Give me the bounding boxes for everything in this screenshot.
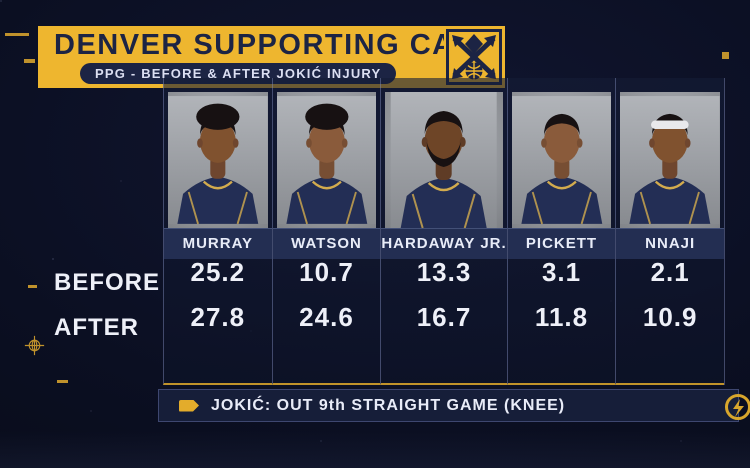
brand-circle-icon: [722, 390, 750, 424]
before-value: 2.1: [650, 257, 690, 287]
row-label-after: AFTER: [54, 314, 139, 341]
dash-mark-icon: [57, 380, 68, 383]
player-name: NNAJI: [616, 228, 724, 259]
player-name: HARDAWAY JR.: [381, 228, 507, 259]
after-value: 27.8: [190, 302, 246, 332]
dash-mark-icon: [24, 59, 35, 63]
player-column: PICKETT 3.1 11.8: [506, 78, 616, 385]
square-mark-icon: [722, 52, 729, 59]
player-photo: [168, 92, 268, 228]
after-value: 11.8: [534, 302, 589, 332]
page-title: DENVER SUPPORTING CAST: [54, 29, 495, 61]
injury-note-bar: JOKIĆ: OUT 9th STRAIGHT GAME (KNEE): [158, 389, 739, 422]
player-photo: [620, 92, 720, 228]
stats-table: MURRAY 25.2 27.8 W: [163, 78, 725, 385]
player-photo: [385, 92, 503, 228]
before-value: 13.3: [416, 257, 472, 287]
player-photo: [276, 92, 377, 228]
before-value: 25.2: [190, 257, 246, 287]
player-name: WATSON: [272, 228, 381, 259]
header-banner: DENVER SUPPORTING CAST PPG - BEFORE & AF…: [38, 26, 505, 88]
player-photo: [511, 92, 612, 228]
player-name: PICKETT: [507, 228, 616, 259]
row-label-before: BEFORE: [54, 269, 161, 296]
after-value: 24.6: [299, 302, 354, 332]
arrow-tag-icon: [179, 399, 199, 412]
compass-icon: [24, 335, 45, 356]
after-value: 10.9: [642, 302, 698, 332]
player-column: WATSON 10.7 24.6: [271, 78, 381, 385]
injury-note-text: JOKIĆ: OUT 9th STRAIGHT GAME (KNEE): [211, 396, 566, 414]
dash-mark-icon: [5, 33, 29, 36]
player-column: MURRAY 25.2 27.8: [163, 78, 272, 385]
dash-mark-icon: [28, 285, 37, 288]
player-column: HARDAWAY JR. 13.3 16.7: [380, 78, 507, 385]
before-value: 10.7: [299, 257, 354, 287]
background-stars: [0, 0, 2, 2]
nuggets-logo-icon: [444, 27, 504, 87]
player-column: NNAJI 2.1 10.9: [615, 78, 724, 385]
after-value: 16.7: [416, 302, 472, 332]
player-name: MURRAY: [164, 228, 272, 259]
before-value: 3.1: [541, 257, 582, 287]
